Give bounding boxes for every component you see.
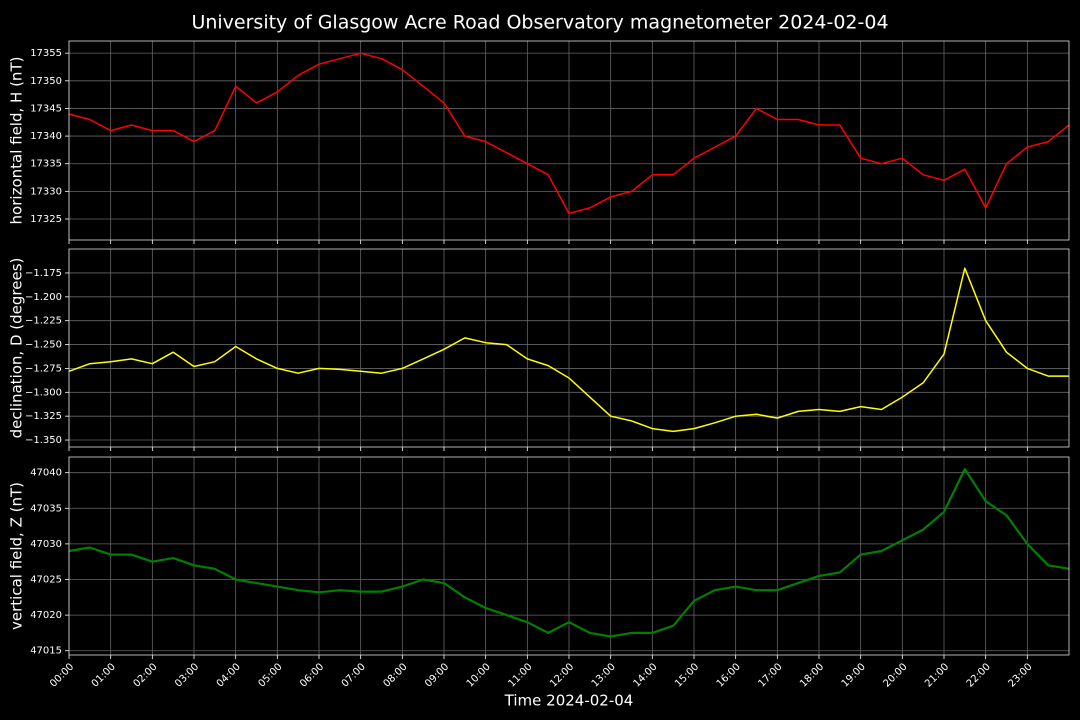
axes-frame [68, 456, 1070, 656]
data-line [68, 267, 1069, 433]
y-tick-label: 17345 [30, 103, 62, 114]
axes-frame [68, 40, 1070, 241]
axes-frame [68, 248, 1070, 448]
y-tick-label: 47030 [30, 539, 62, 550]
y-tick-label: −1.350 [25, 435, 62, 446]
data-line [68, 468, 1070, 638]
y-tick-label: 17325 [30, 214, 62, 225]
y-tick-label: −1.250 [25, 340, 62, 351]
y-tick-label: 47040 [30, 468, 62, 479]
y-tick-label: −1.175 [25, 268, 62, 279]
y-axis-label: vertical field, Z (nT) [8, 482, 26, 630]
y-tick-label: 17355 [30, 48, 62, 59]
y-tick-label: 47025 [30, 575, 62, 586]
y-tick-label: −1.275 [25, 363, 62, 374]
x-axis-label: Time 2024-02-04 [504, 692, 634, 710]
y-tick-label: −1.225 [25, 316, 62, 327]
y-tick-label: 47020 [30, 610, 62, 621]
y-tick-label: −1.200 [25, 292, 62, 303]
y-tick-label: 17335 [30, 159, 62, 170]
y-axis-label: horizontal field, H (nT) [8, 57, 26, 225]
y-tick-label: 47015 [30, 646, 62, 657]
y-tick-label: 47035 [30, 503, 62, 514]
y-tick-label: −1.325 [25, 411, 62, 422]
y-tick-label: 17350 [30, 76, 62, 87]
y-tick-label: 17330 [30, 186, 62, 197]
y-tick-label: −1.300 [25, 387, 62, 398]
data-line [68, 52, 1070, 215]
y-axis-label: declination, D (degrees) [8, 258, 26, 439]
y-tick-label: 17340 [30, 131, 62, 142]
chart-title: University of Glasgow Acre Road Observat… [191, 12, 888, 34]
